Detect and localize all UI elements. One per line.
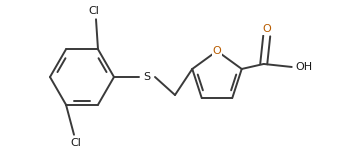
Text: Cl: Cl: [70, 138, 81, 148]
Text: Cl: Cl: [89, 6, 100, 16]
Text: O: O: [213, 46, 221, 56]
Text: O: O: [262, 24, 271, 34]
Text: OH: OH: [295, 62, 312, 72]
Text: S: S: [143, 72, 150, 82]
